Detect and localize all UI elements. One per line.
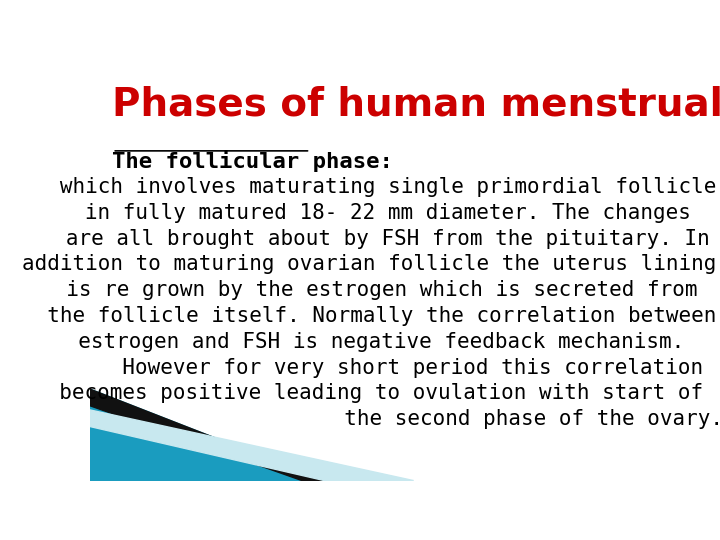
Text: the second phase of the ovary.: the second phase of the ovary. bbox=[16, 409, 720, 429]
Text: The follicular phase:: The follicular phase: bbox=[112, 150, 393, 172]
Text: the follicle itself. Normally the correlation between: the follicle itself. Normally the correl… bbox=[22, 306, 716, 326]
Text: which involves maturating single primordial follicle: which involves maturating single primord… bbox=[22, 177, 716, 197]
Text: However for very short period this correlation: However for very short period this corre… bbox=[35, 357, 703, 377]
Polygon shape bbox=[90, 389, 324, 481]
Polygon shape bbox=[90, 389, 324, 481]
Text: is re grown by the estrogen which is secreted from: is re grown by the estrogen which is sec… bbox=[41, 280, 697, 300]
Polygon shape bbox=[90, 410, 413, 481]
Text: becomes positive leading to ovulation with start of: becomes positive leading to ovulation wi… bbox=[35, 383, 703, 403]
Text: Phases of human menstrual cycle:: Phases of human menstrual cycle: bbox=[112, 85, 720, 124]
Text: addition to maturing ovarian follicle the uterus lining: addition to maturing ovarian follicle th… bbox=[22, 254, 716, 274]
Text: in fully matured 18- 22 mm diameter. The changes: in fully matured 18- 22 mm diameter. The… bbox=[47, 203, 691, 223]
Text: estrogen and FSH is negative feedback mechanism.: estrogen and FSH is negative feedback me… bbox=[53, 332, 685, 352]
Text: are all brought about by FSH from the pituitary. In: are all brought about by FSH from the pi… bbox=[28, 228, 710, 248]
